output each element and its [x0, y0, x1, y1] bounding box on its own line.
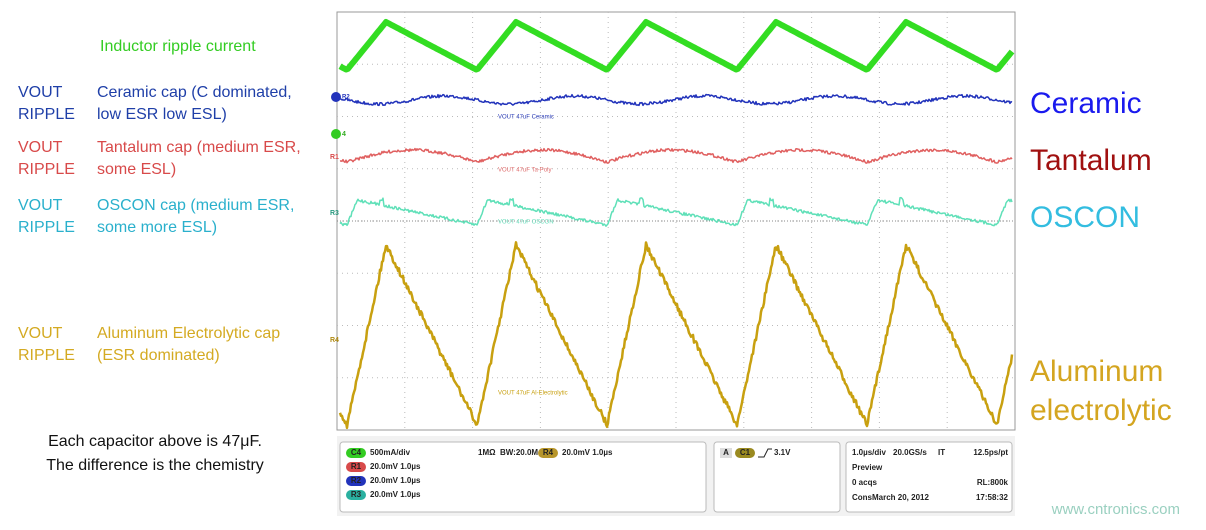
impedance: 1MΩ: [478, 448, 496, 457]
marker-dot: [331, 129, 341, 139]
marker: R2: [342, 95, 350, 101]
acq: IT: [938, 448, 945, 457]
trace-label: VOUT 47uF Ta-Poly: [498, 168, 551, 174]
row-prefix: RIPPLE: [18, 106, 75, 123]
row-line: some ESL): [97, 161, 176, 178]
row-prefix: RIPPLE: [18, 219, 75, 236]
trace-label: VOUT 47uF Ceramic: [498, 115, 554, 121]
trace-label: VOUT 47uF OSCON: [498, 220, 554, 226]
right-label: OSCON: [1030, 201, 1140, 234]
channel-setting: 20.0mV 1.0µs: [562, 448, 613, 457]
acq: RL:800k: [977, 478, 1009, 487]
marker: R4: [330, 337, 339, 344]
trigger-source: C1: [740, 448, 751, 457]
watermark: www.cntronics.com: [1051, 501, 1180, 518]
row-line: (ESR dominated): [97, 347, 220, 364]
row-prefix: VOUT: [18, 197, 63, 214]
badge-text: C4: [351, 448, 362, 457]
row-line: Aluminum Electrolytic cap: [97, 325, 280, 342]
right-label: electrolytic: [1030, 394, 1172, 427]
marker: R3: [330, 210, 339, 217]
badge-text: R4: [543, 448, 554, 457]
status-box: [845, 441, 1013, 513]
channel-setting: 500mA/div: [370, 448, 411, 457]
acq: March 20, 2012: [872, 493, 929, 502]
badge: [346, 448, 366, 458]
footnote: Each capacitor above is 47μF.: [48, 433, 262, 450]
badge: [346, 476, 366, 486]
trace: [339, 93, 1013, 107]
trace: [339, 147, 1013, 164]
marker: 4: [342, 131, 346, 138]
row-line: low ESR low ESL): [97, 106, 227, 123]
scope-grid: [337, 12, 1015, 430]
row-prefix: VOUT: [18, 84, 63, 101]
row-prefix: RIPPLE: [18, 347, 75, 364]
right-label: Aluminum: [1030, 355, 1163, 388]
channel-setting: 20.0mV 1.0µs: [370, 490, 421, 499]
badge: [538, 448, 558, 458]
trigger-icon: [758, 448, 772, 458]
badge-text: R3: [351, 490, 362, 499]
channel-setting: 20.0mV 1.0µs: [370, 476, 421, 485]
acq: 20.0GS/s: [893, 448, 927, 457]
right-label: Ceramic: [1030, 87, 1142, 120]
acq: Cons: [852, 493, 873, 502]
row-prefix: VOUT: [18, 139, 63, 156]
badge: [735, 448, 755, 458]
row-prefix: VOUT: [18, 325, 63, 342]
status-box: [713, 441, 841, 513]
channel-setting: 20.0mV 1.0µs: [370, 462, 421, 471]
footnote: The difference is the chemistry: [46, 457, 264, 474]
acq: 0 acqs: [852, 478, 877, 487]
top-label: Inductor ripple current: [100, 38, 256, 55]
status-box: [339, 441, 707, 513]
badge-text: R2: [351, 476, 362, 485]
badge: [346, 490, 366, 500]
acq: 17:58:32: [976, 493, 1009, 502]
trace: [339, 196, 1013, 227]
trace-label: VOUT 47uF Al-Electrolytic: [498, 391, 568, 397]
trigger-mode: A: [723, 448, 729, 457]
bandwidth: BW:20.0M: [500, 448, 538, 457]
acq: 1.0µs/div: [852, 448, 887, 457]
badge: [346, 462, 366, 472]
row-line: OSCON cap (medium ESR,: [97, 197, 294, 214]
trigger-level: 3.1V: [774, 448, 791, 457]
row-line: some more ESL): [97, 219, 217, 236]
right-label: Tantalum: [1030, 144, 1152, 177]
marker: R1: [330, 154, 339, 161]
acq: 12.5ps/pt: [973, 448, 1008, 457]
marker-dot: [331, 92, 341, 102]
trace: [338, 241, 1014, 430]
row-line: Ceramic cap (C dominated,: [97, 84, 292, 101]
row-prefix: RIPPLE: [18, 161, 75, 178]
acq: Preview: [852, 463, 883, 472]
trace: [338, 19, 1015, 73]
row-line: Tantalum cap (medium ESR,: [97, 139, 301, 156]
badge-text: R1: [351, 462, 362, 471]
badge: [720, 448, 732, 458]
